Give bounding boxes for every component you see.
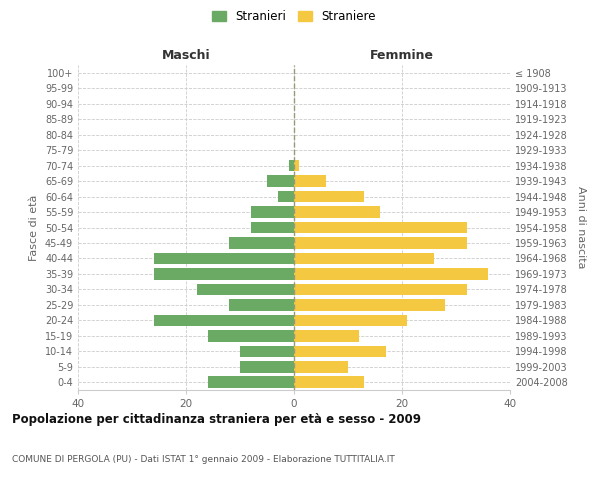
Y-axis label: Fasce di età: Fasce di età bbox=[29, 194, 39, 260]
Bar bbox=[294, 268, 488, 280]
Bar bbox=[240, 346, 294, 357]
Bar bbox=[294, 376, 364, 388]
Bar bbox=[294, 206, 380, 218]
Bar bbox=[294, 314, 407, 326]
Bar bbox=[294, 222, 467, 234]
Bar bbox=[154, 252, 294, 264]
Bar bbox=[294, 237, 467, 249]
Legend: Stranieri, Straniere: Stranieri, Straniere bbox=[208, 6, 380, 26]
Bar bbox=[294, 160, 299, 172]
Bar bbox=[240, 361, 294, 372]
Bar bbox=[294, 330, 359, 342]
Bar bbox=[154, 268, 294, 280]
Bar bbox=[267, 176, 294, 187]
Bar bbox=[294, 190, 364, 202]
Bar bbox=[208, 376, 294, 388]
Bar bbox=[229, 299, 294, 310]
Bar bbox=[294, 299, 445, 310]
Bar bbox=[154, 314, 294, 326]
Bar bbox=[197, 284, 294, 295]
Bar bbox=[289, 160, 294, 172]
Bar bbox=[251, 206, 294, 218]
Text: Femmine: Femmine bbox=[370, 49, 434, 62]
Bar bbox=[251, 222, 294, 234]
Bar bbox=[294, 346, 386, 357]
Bar bbox=[294, 176, 326, 187]
Text: Popolazione per cittadinanza straniera per età e sesso - 2009: Popolazione per cittadinanza straniera p… bbox=[12, 412, 421, 426]
Bar bbox=[229, 237, 294, 249]
Text: COMUNE DI PERGOLA (PU) - Dati ISTAT 1° gennaio 2009 - Elaborazione TUTTITALIA.IT: COMUNE DI PERGOLA (PU) - Dati ISTAT 1° g… bbox=[12, 455, 395, 464]
Bar bbox=[294, 361, 348, 372]
Bar bbox=[294, 284, 467, 295]
Text: Maschi: Maschi bbox=[161, 49, 211, 62]
Bar bbox=[208, 330, 294, 342]
Bar bbox=[278, 190, 294, 202]
Y-axis label: Anni di nascita: Anni di nascita bbox=[576, 186, 586, 269]
Bar bbox=[294, 252, 434, 264]
